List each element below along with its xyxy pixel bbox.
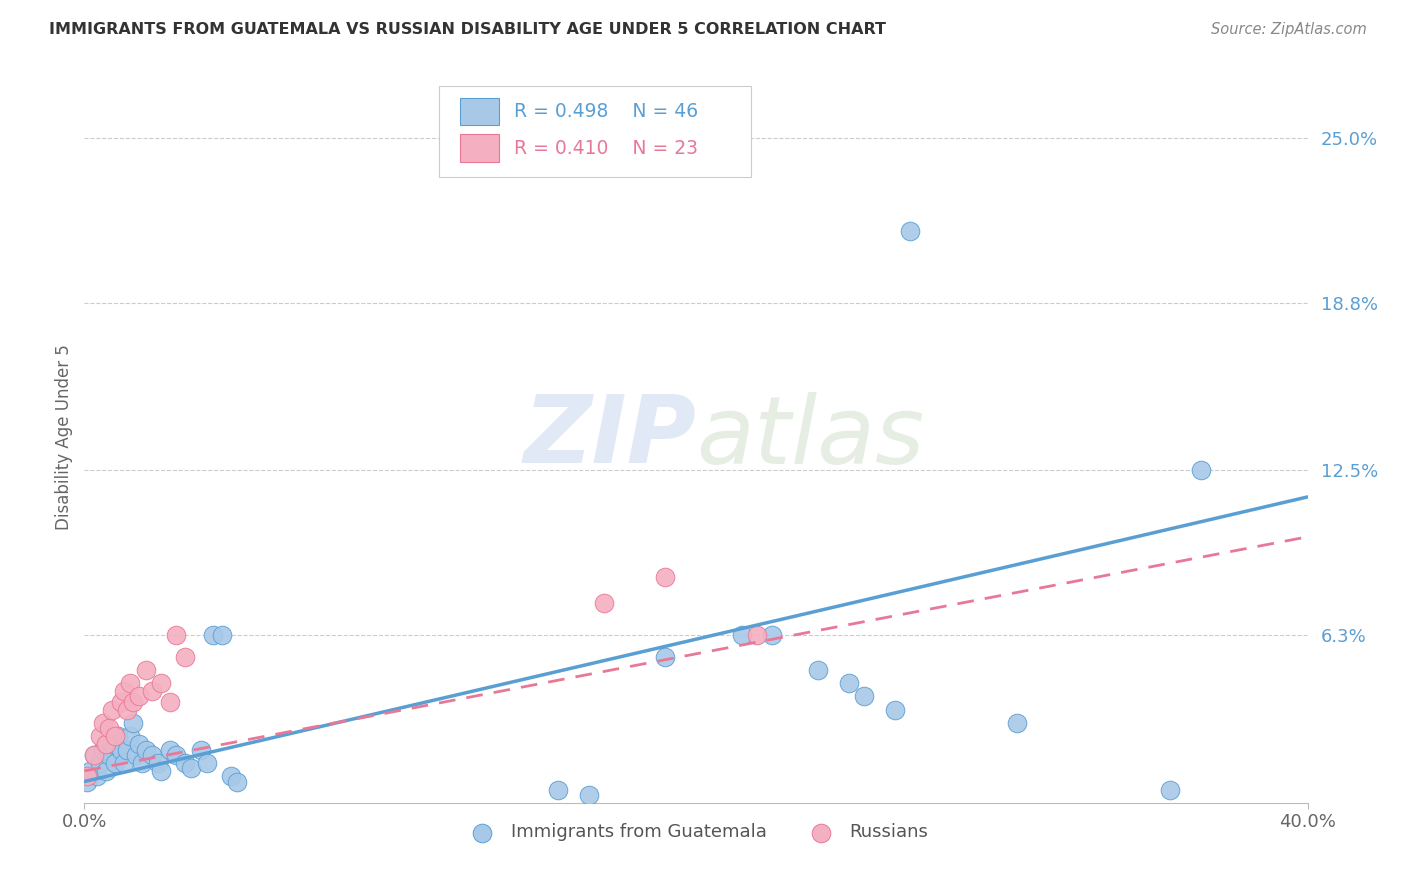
Point [122,716,145,731]
Point [1005,716,1028,731]
Legend: Immigrants from Guatemala, Russians: Immigrants from Guatemala, Russians [457,816,935,848]
Point [76,769,98,783]
Point [97,722,120,736]
Point [654,570,676,584]
Point [578,788,600,802]
Point [115,703,138,717]
Point [135,663,157,677]
Point [89,756,111,770]
Point [195,756,218,770]
Point [141,747,163,762]
Point [1189,463,1212,477]
Point [104,756,127,770]
Point [747,628,769,642]
Point [97,747,120,762]
Point [547,782,569,797]
Point [128,737,150,751]
Point [174,756,197,770]
Point [120,729,142,743]
Text: R = 0.410    N = 23: R = 0.410 N = 23 [513,138,697,158]
Point [91,742,114,756]
Point [807,663,830,677]
Point [149,764,172,778]
Point [91,716,114,731]
Point [219,769,242,783]
Text: IMMIGRANTS FROM GUATEMALA VS RUSSIAN DISABILITY AGE UNDER 5 CORRELATION CHART: IMMIGRANTS FROM GUATEMALA VS RUSSIAN DIS… [49,22,886,37]
Point [94,764,117,778]
Point [86,769,108,783]
Point [165,628,187,642]
Point [115,742,138,756]
Point [898,224,921,238]
Point [761,628,783,642]
Point [101,737,124,751]
Point [135,742,157,756]
Point [731,628,754,642]
Y-axis label: Disability Age Under 5: Disability Age Under 5 [55,344,73,530]
Point [83,747,105,762]
Point [141,684,163,698]
Point [201,628,224,642]
Text: Source: ZipAtlas.com: Source: ZipAtlas.com [1211,22,1367,37]
Point [654,649,676,664]
Point [107,729,129,743]
Point [94,737,117,751]
Point [101,703,124,717]
Point [110,695,132,709]
Text: ZIP: ZIP [523,391,696,483]
Bar [460,135,499,162]
Point [125,747,148,762]
Point [120,676,142,690]
Point [180,761,202,775]
Point [83,747,105,762]
Text: atlas: atlas [696,392,924,483]
Point [149,676,172,690]
Point [131,756,153,770]
Point [104,729,127,743]
Point [190,742,212,756]
Point [165,747,187,762]
Point [211,628,233,642]
Point [146,756,169,770]
Point [110,742,132,756]
Point [159,695,181,709]
Point [89,729,111,743]
Point [838,676,860,690]
Point [76,774,98,789]
Point [112,756,135,770]
Point [122,695,145,709]
Point [159,742,181,756]
Point [1159,782,1181,797]
Point [128,690,150,704]
FancyBboxPatch shape [439,86,751,178]
Point [79,764,101,778]
Bar [460,98,499,126]
Point [593,596,616,610]
Point [226,774,249,789]
Point [112,684,135,698]
Point [174,649,197,664]
Text: R = 0.498    N = 46: R = 0.498 N = 46 [513,102,697,121]
Point [853,690,876,704]
Point [883,703,905,717]
